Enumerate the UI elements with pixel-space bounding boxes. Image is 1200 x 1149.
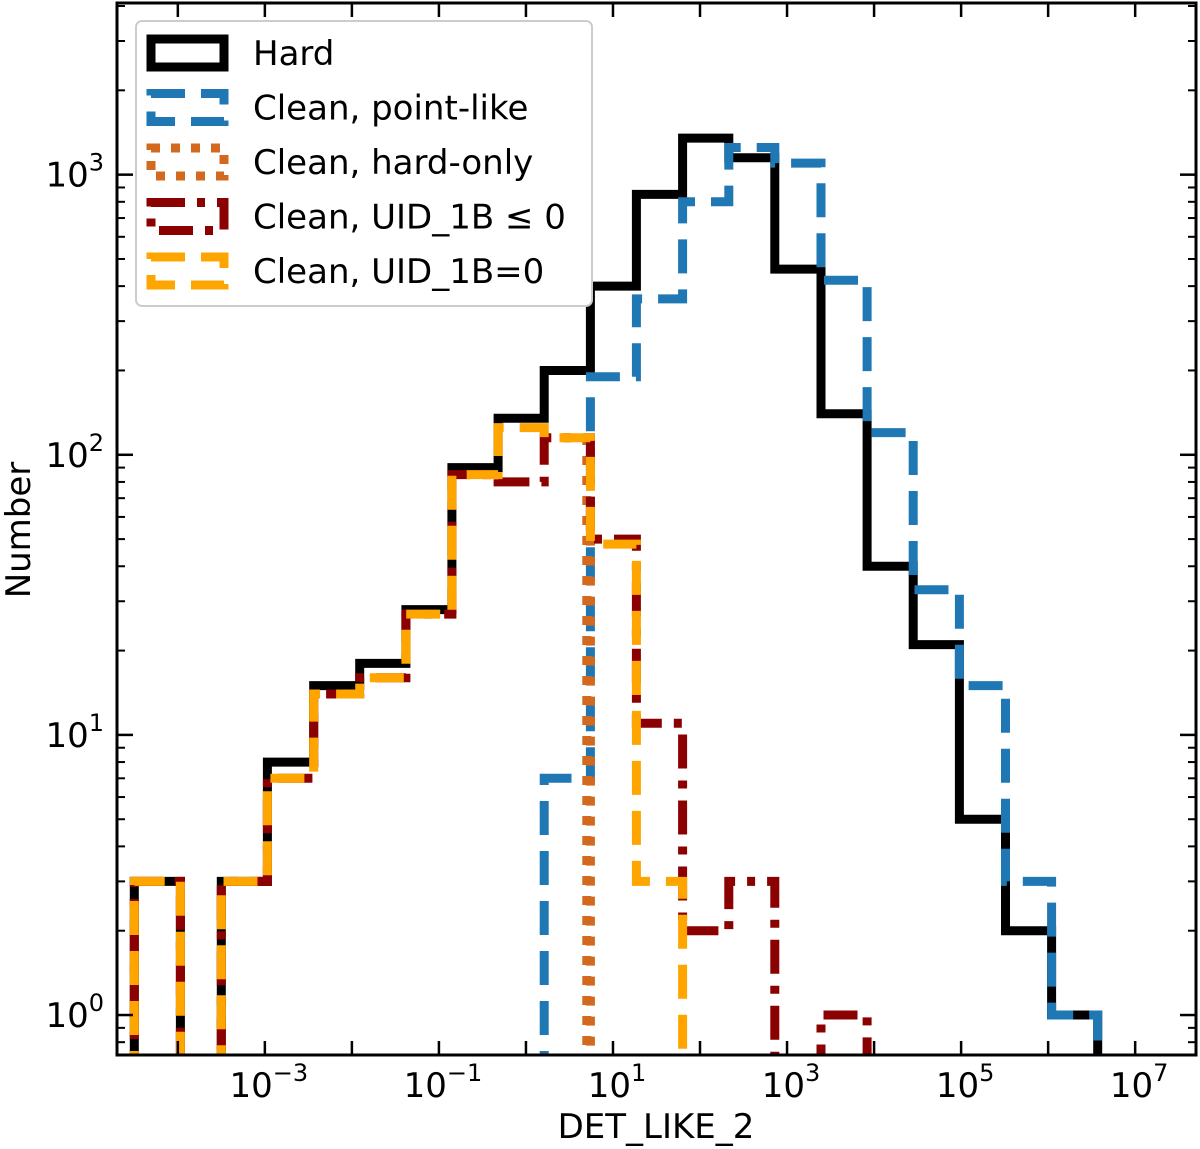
legend-item: Clean, point-like — [146, 89, 528, 129]
legend-item: Hard — [146, 34, 334, 74]
x-tick-label-exp: 5 — [979, 1059, 994, 1087]
y-tick-label-exp: 2 — [89, 429, 104, 457]
x-tick-label: 101 — [588, 1059, 647, 1106]
legend-swatch — [146, 34, 229, 72]
x-tick-label: 10−1 — [404, 1059, 483, 1106]
y-axis-label: Number — [0, 462, 39, 599]
x-tick-label-base: 10 — [936, 1066, 979, 1106]
x-tick-label-base: 10 — [588, 1066, 631, 1106]
legend-frame — [135, 20, 593, 307]
y-tick-label-exp: 3 — [89, 149, 104, 177]
y-tick-label-base: 10 — [45, 156, 88, 196]
y-tick-label-base: 10 — [45, 716, 88, 756]
legend-label: Clean, UID_1B ≤ 0 — [253, 198, 566, 238]
tick-layer — [117, 3, 1196, 1055]
x-tick-label: 10−3 — [230, 1059, 309, 1106]
x-tick-label: 103 — [762, 1059, 821, 1106]
y-tick-label-exp: 1 — [89, 709, 104, 737]
y-tick-label: 100 — [45, 989, 104, 1036]
x-tick-label: 105 — [936, 1059, 995, 1106]
series-line-2 — [582, 428, 595, 1055]
y-tick-label: 102 — [45, 429, 104, 476]
legend-swatch — [146, 143, 229, 181]
x-axis-label: DET_LIKE_2 — [558, 1107, 755, 1147]
series-line-1 — [539, 143, 1103, 1055]
y-tick-label: 101 — [45, 709, 104, 756]
y-tick-label-base: 10 — [45, 996, 88, 1036]
x-tick-label-exp: 1 — [631, 1059, 646, 1087]
y-tick-label-base: 10 — [45, 436, 88, 476]
legend-label: Clean, point-like — [253, 89, 528, 129]
legend: Hard Clean, point-like Clean, hard-only Cle… — [135, 20, 593, 307]
x-tick-label-base: 10 — [762, 1066, 805, 1106]
legend-item: Clean, UID_1B ≤ 0 — [146, 198, 566, 238]
x-tick-label-base: 10 — [230, 1066, 273, 1106]
y-tick-label: 103 — [45, 149, 104, 196]
x-tick-label-base: 10 — [404, 1066, 447, 1106]
x-tick-label-base: 10 — [1110, 1066, 1153, 1106]
y-tick-label-exp: 0 — [89, 989, 104, 1017]
x-tick-label-exp: 3 — [805, 1059, 820, 1087]
legend-swatch — [146, 198, 229, 235]
x-tick-labels: 10−3 10−1 101 103 105 107 — [230, 1059, 1169, 1106]
legend-label: Clean, hard-only — [253, 143, 533, 183]
series-line-0 — [129, 133, 1103, 1055]
series-line-3 — [129, 433, 872, 1055]
series-line-4 — [129, 423, 688, 1055]
plot-frame — [115, 1, 1198, 1057]
x-tick-label-exp: −3 — [273, 1059, 308, 1087]
x-tick-label-exp: −1 — [447, 1059, 482, 1087]
x-tick-label: 107 — [1110, 1059, 1169, 1106]
x-tick-label-exp: 7 — [1153, 1059, 1168, 1087]
legend-item: Clean, hard-only — [146, 143, 533, 183]
legend-label: Hard — [253, 34, 334, 74]
series-layer — [129, 133, 1103, 1055]
legend-item: Clean, UID_1B=0 — [146, 252, 544, 292]
legend-label: Clean, UID_1B=0 — [253, 252, 544, 292]
